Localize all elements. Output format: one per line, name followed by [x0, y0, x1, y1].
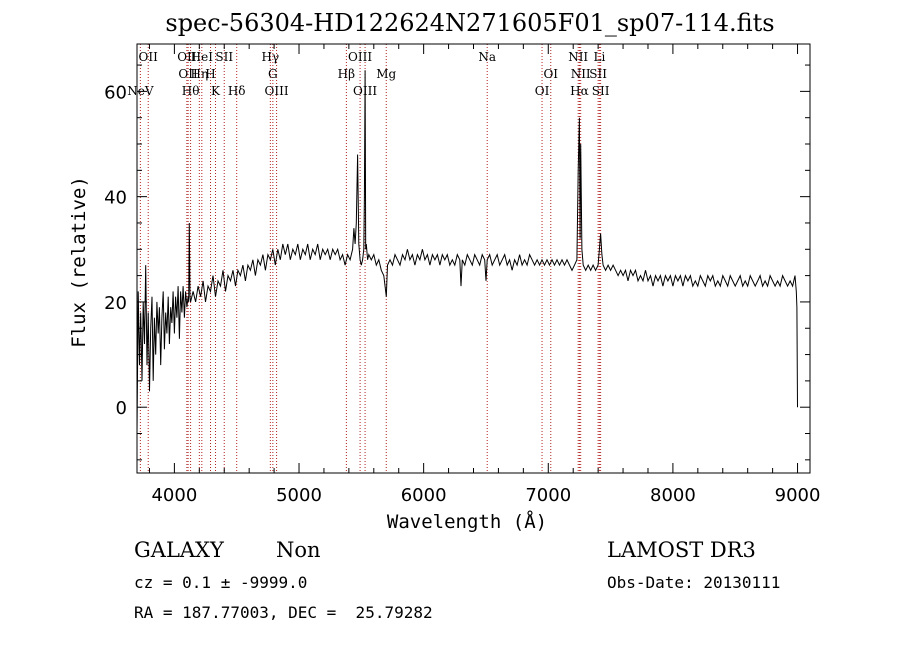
- emission-line-label: SII: [589, 67, 607, 81]
- emission-line-label: SII: [215, 50, 233, 64]
- emission-line-label: OII: [178, 67, 198, 81]
- emission-line-label: Hθ: [182, 84, 200, 98]
- y-tick-label: 60: [104, 82, 127, 103]
- object-class: GALAXY: [134, 538, 224, 562]
- emission-line-label: HeI: [191, 50, 214, 64]
- emission-line-markers: [139, 44, 602, 473]
- observation-date: Obs-Date: 20130111: [607, 573, 781, 592]
- x-tick-label: 5000: [276, 485, 322, 506]
- x-tick-label: 6000: [401, 485, 447, 506]
- redshift-readout: cz = 0.1 ± -9999.0: [134, 573, 308, 592]
- axis-tick-labels: 4000 5000 6000 7000 8000 9000 0 20 40 60: [104, 82, 820, 506]
- survey-name: LAMOST DR3: [607, 538, 756, 562]
- y-tick-label: 0: [116, 398, 127, 419]
- coordinates-readout: RA = 187.77003, DEC = 25.79282: [134, 603, 433, 622]
- x-tick-label: 9000: [775, 485, 821, 506]
- emission-line-label: NII: [568, 50, 588, 64]
- emission-line-label: Hγ: [262, 50, 280, 64]
- y-tick-label: 40: [104, 188, 127, 209]
- emission-line-label: Hβ: [338, 67, 355, 81]
- emission-line-label: SII: [592, 84, 610, 98]
- emission-line-label: OII: [139, 50, 159, 64]
- emission-line-label: OII: [177, 50, 197, 64]
- x-axis-label: Wavelength (Å): [387, 510, 547, 533]
- y-axis-label: Flux (relative): [68, 176, 90, 348]
- emission-line-label: K: [211, 84, 221, 98]
- emission-line-label: OI: [535, 84, 550, 98]
- y-tick-label: 20: [104, 293, 127, 314]
- emission-line-label: H: [205, 67, 215, 81]
- emission-line-label: Na: [478, 50, 496, 64]
- emission-line-label: Hδ: [228, 84, 246, 98]
- x-tick-label: 7000: [525, 485, 571, 506]
- x-tick-label: 4000: [151, 485, 197, 506]
- object-subclass: Non: [276, 538, 321, 562]
- emission-line-label: OIII: [348, 50, 372, 64]
- x-tick-label: 8000: [650, 485, 696, 506]
- emission-line-label: Li: [593, 50, 605, 64]
- emission-line-label: G: [268, 67, 278, 81]
- emission-line-label: NII: [571, 67, 591, 81]
- axis-ticks: [137, 44, 810, 473]
- emission-line-label: Hα: [570, 84, 589, 98]
- emission-line-label: OI: [543, 67, 558, 81]
- emission-line-label: Mg: [376, 67, 396, 81]
- chart-title: spec-56304-HD122624N271605F01_sp07-114.f…: [165, 9, 774, 37]
- emission-line-label: OIII: [265, 84, 289, 98]
- flux-curve: [136, 70, 798, 434]
- emission-line-label: Hη: [190, 67, 208, 81]
